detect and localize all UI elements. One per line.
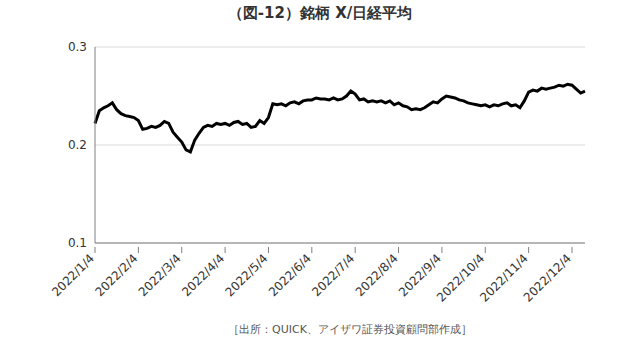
svg-text:2022/2/4: 2022/2/4 [92,251,140,299]
svg-text:2022/5/4: 2022/5/4 [223,251,271,299]
html-text:［出所：QUICK、アイザワ証券投資顧問部作成］: ［出所：QUICK、アイザワ証券投資顧問部作成］ [228,323,472,336]
svg-text:2022/9/4: 2022/9/4 [396,251,444,300]
svg-text:2022/4/4: 2022/4/4 [179,251,227,299]
svg-text:2022/8/4: 2022/8/4 [353,251,401,299]
html-text:（図-12）銘柄 X/日経平均: （図-12）銘柄 X/日経平均 [227,4,413,22]
svg-text:2022/1/4: 2022/1/4 [49,251,97,299]
svg-text:2022/11/4: 2022/11/4 [477,251,531,305]
svg-text:0.1: 0.1 [68,236,87,250]
svg-text:2022/12/4: 2022/12/4 [521,251,574,304]
svg-text:2022/7/4: 2022/7/4 [309,251,357,299]
svg-text:2022/6/4: 2022/6/4 [266,251,314,299]
svg-text:2022/3/4: 2022/3/4 [136,251,184,299]
svg-text:0.2: 0.2 [68,138,87,152]
svg-text:2022/10/4: 2022/10/4 [434,251,488,305]
svg-text:0.3: 0.3 [68,40,87,54]
